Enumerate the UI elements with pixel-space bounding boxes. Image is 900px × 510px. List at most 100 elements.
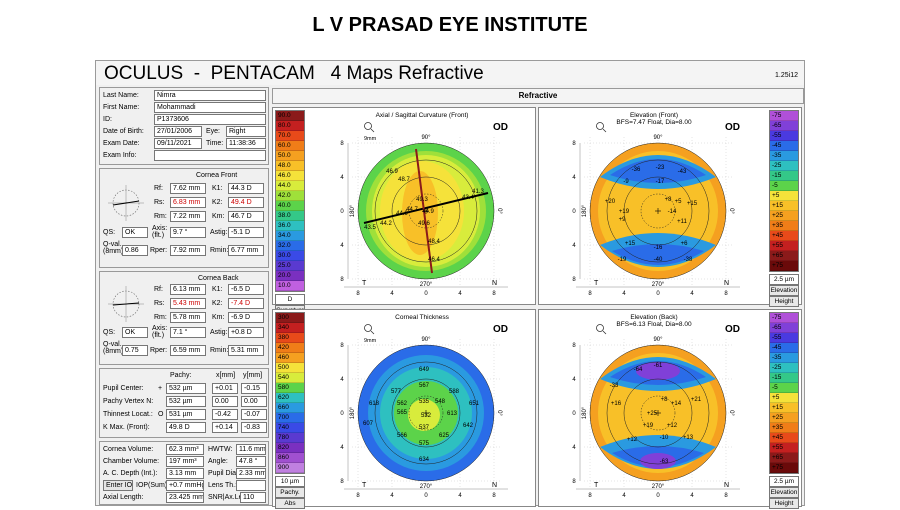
map-title: Corneal Thickness bbox=[395, 314, 449, 321]
scale-step: 340 bbox=[276, 323, 304, 333]
x-tick: 8 bbox=[356, 291, 360, 297]
map-panel-3[interactable]: -75 -65 -55 -45 -35 -25 -15 -5 +5 +15 +25 +35 +45 +55… bbox=[538, 309, 802, 509]
scale-step: +45 bbox=[770, 231, 798, 241]
x-tick: 4 bbox=[622, 291, 626, 297]
map-plot[interactable]: Elevation (Front)BFS=7.47 Float, Dia=8.0… bbox=[543, 110, 765, 304]
y-tick: 8 bbox=[572, 141, 576, 147]
map-title: Axial / Sagittal Curvature (Front) bbox=[376, 112, 469, 119]
back-qval-label: Q-val. (8mm) bbox=[103, 341, 124, 355]
x-tick: 4 bbox=[690, 291, 694, 297]
map-value: -63 bbox=[660, 459, 669, 465]
pachy-row-symbol: + bbox=[158, 385, 163, 392]
back-astig-value: +0.8 D bbox=[228, 327, 264, 338]
scale-step: +75 bbox=[770, 261, 798, 271]
map-panel-0[interactable]: 90.0 80.0 70.0 60.0 50.0 48.0 46.0 44.0 42.0 40.0… bbox=[272, 107, 536, 327]
map-type-button[interactable]: Elevation bbox=[769, 285, 799, 296]
pachy-row-label: Thinnest Locat.: bbox=[103, 411, 153, 418]
nasal-label: N bbox=[492, 482, 497, 489]
back-rm-label: Rm: bbox=[154, 314, 167, 321]
back-rmin-label: Rmin: bbox=[210, 347, 229, 354]
front-axis-icon bbox=[108, 185, 144, 221]
x-tick: 4 bbox=[622, 493, 626, 499]
map-mode-button[interactable]: Height bbox=[769, 498, 799, 509]
scale-step: +65 bbox=[770, 453, 798, 463]
axial-length-label: Axial Length: bbox=[103, 494, 144, 501]
eye-label: Eye: bbox=[206, 128, 221, 135]
y-tick: 0 bbox=[572, 209, 576, 215]
magnifier-icon[interactable] bbox=[364, 324, 375, 335]
y-tick: 4 bbox=[340, 243, 344, 249]
eye-indicator: OD bbox=[725, 122, 740, 133]
map-mode-button[interactable]: Abs bbox=[275, 498, 305, 509]
color-scale[interactable]: 90.0 80.0 70.0 60.0 50.0 48.0 46.0 44.0 42.0 40.0… bbox=[275, 110, 305, 292]
version-label: 1.25i12 bbox=[775, 72, 798, 79]
back-rs-value: 5.43 mm bbox=[170, 298, 206, 309]
x-tick: 8 bbox=[588, 493, 592, 499]
map-plot[interactable]: Corneal Thickness OD 9mm 649 567 577 588 618 54… bbox=[311, 312, 533, 506]
color-scale[interactable]: 300 340 380 420 460 500 540 580 620 660 700 740 780 8… bbox=[275, 312, 305, 474]
axis-label-90: 90° bbox=[653, 337, 663, 343]
exam-info-field[interactable] bbox=[154, 150, 266, 161]
magnifier-icon[interactable] bbox=[596, 324, 607, 335]
pachy-row-value: 532 µm bbox=[166, 383, 206, 394]
map-value: 49.6 bbox=[418, 221, 430, 227]
exam-date-field[interactable]: 09/11/2021 bbox=[154, 138, 202, 149]
last-name-field[interactable]: Nimra bbox=[154, 90, 266, 101]
id-field[interactable]: P1373606 bbox=[154, 114, 266, 125]
map-type-button[interactable]: Elevation bbox=[769, 487, 799, 498]
scale-step: 80.0 bbox=[276, 121, 304, 131]
map-panel-2[interactable]: 300 340 380 420 460 500 540 580 620 660 700 740 780 8… bbox=[272, 309, 536, 509]
axis-label-0: 0° bbox=[728, 208, 734, 214]
map-plot[interactable]: Elevation (Back)BFS=6.13 Float, Dia=8.00… bbox=[543, 312, 765, 506]
map-value: 642 bbox=[463, 423, 474, 429]
map-value: 548 bbox=[435, 399, 446, 405]
scale-step: -75 bbox=[770, 111, 798, 121]
scale-step: 70.0 bbox=[276, 131, 304, 141]
scale-step-size: 10 µm bbox=[275, 476, 305, 487]
scale-step: -65 bbox=[770, 121, 798, 131]
window-title: OCULUS - PENTACAM 4 Maps Refractive bbox=[104, 63, 484, 84]
axis-label-0: 0° bbox=[496, 410, 502, 416]
scale-step: 820 bbox=[276, 443, 304, 453]
refractive-header: Refractive bbox=[272, 88, 804, 104]
scale-step: 90.0 bbox=[276, 111, 304, 121]
scale-step: 740 bbox=[276, 423, 304, 433]
dob-field[interactable]: 27/01/2006 bbox=[154, 126, 202, 137]
scale-step: 10.0 bbox=[276, 281, 304, 291]
magnifier-icon[interactable] bbox=[364, 122, 375, 133]
scale-step-size: 2.5 µm bbox=[769, 476, 799, 487]
scale-step: +35 bbox=[770, 221, 798, 231]
x-tick: 0 bbox=[656, 493, 660, 499]
scale-step: 34.0 bbox=[276, 231, 304, 241]
scale-step: 460 bbox=[276, 353, 304, 363]
map-type-button[interactable]: Pachy. bbox=[275, 487, 305, 498]
scale-step: 300 bbox=[276, 313, 304, 323]
map-value: +12 bbox=[627, 437, 638, 443]
color-scale[interactable]: -75 -65 -55 -45 -35 -25 -15 -5 +5 +15 +25 +35 +45 +55… bbox=[769, 110, 799, 272]
map-value: +19 bbox=[619, 209, 630, 215]
front-rper-label: Rper: bbox=[150, 247, 168, 254]
axis-label-90: 90° bbox=[653, 135, 663, 141]
map-panel-1[interactable]: -75 -65 -55 -45 -35 -25 -15 -5 +5 +15 +25 +35 +45 +55… bbox=[538, 107, 802, 307]
back-k1-label: K1: bbox=[212, 286, 223, 293]
eye-field[interactable]: Right bbox=[226, 126, 266, 137]
magnifier-icon[interactable] bbox=[596, 122, 607, 133]
y-tick: 8 bbox=[572, 479, 576, 485]
time-field[interactable]: 11:38:36 bbox=[226, 138, 266, 149]
map-value: 49.3 bbox=[416, 197, 428, 203]
map-value: 44.9 bbox=[422, 209, 434, 215]
pachy-row-label: Pupil Center: bbox=[103, 385, 144, 392]
front-k2-label: K2: bbox=[212, 199, 223, 206]
enter-iop-button[interactable]: Enter IOP bbox=[103, 480, 133, 491]
map-mode-button[interactable]: Height bbox=[769, 296, 799, 307]
axis-label-270: 270° bbox=[420, 282, 433, 288]
back-axis-icon bbox=[108, 286, 144, 322]
pachy-row-x: -0.42 bbox=[212, 409, 238, 420]
zone-diameter: 9mm bbox=[364, 338, 377, 344]
color-scale[interactable]: -75 -65 -55 -45 -35 -25 -15 -5 +5 +15 +25 +35 +45 +55… bbox=[769, 312, 799, 474]
scale-step: 38.0 bbox=[276, 211, 304, 221]
first-name-field[interactable]: Mohammadi bbox=[154, 102, 266, 113]
x-tick: 0 bbox=[424, 493, 428, 499]
map-plot[interactable]: Axial / Sagittal Curvature (Front)OD9mm … bbox=[311, 110, 533, 304]
institute-title: L V PRASAD EYE INSTITUTE bbox=[312, 14, 588, 36]
